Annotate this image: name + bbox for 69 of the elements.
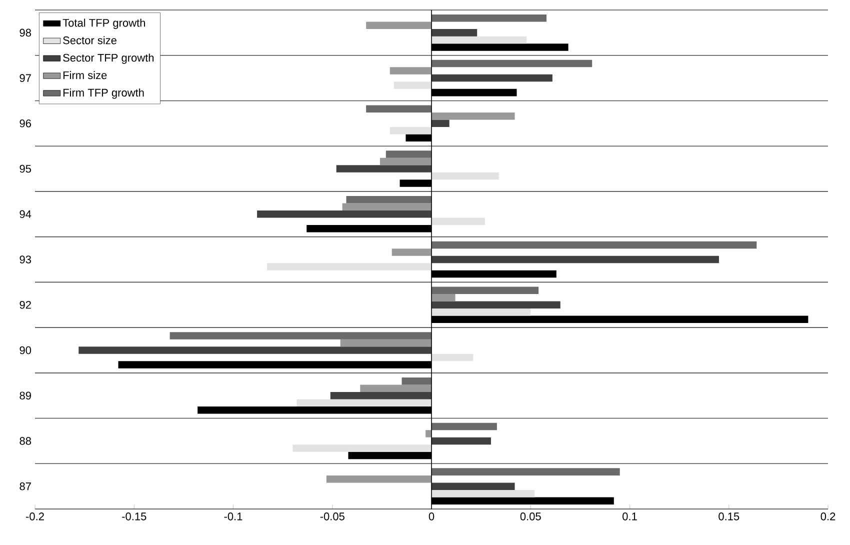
bar (432, 218, 486, 226)
bar (432, 60, 592, 68)
x-tick-label: -0.2 (26, 512, 44, 520)
bar (336, 165, 432, 172)
bar (366, 22, 432, 30)
bar (326, 475, 432, 483)
y-tick-label: 87 (20, 482, 31, 490)
bar (432, 301, 560, 308)
bar (432, 422, 497, 430)
bar (432, 74, 552, 82)
bar (432, 490, 535, 498)
legend-label: Total TFP growth (62, 18, 145, 29)
bar (266, 263, 432, 270)
bar (402, 377, 432, 385)
bar (392, 248, 432, 256)
bar (432, 437, 491, 445)
bar (342, 203, 432, 211)
x-tick-label: 0.15 (718, 512, 740, 520)
legend-label: Sector size (63, 36, 116, 44)
bar (432, 29, 478, 36)
y-tick-label: 92 (20, 300, 31, 309)
bar (432, 36, 527, 44)
bar (380, 158, 432, 166)
y-tick-label: 90 (20, 346, 32, 354)
bar (390, 127, 432, 134)
legend-label: Sector TFP growth (63, 54, 154, 64)
bar (386, 150, 432, 158)
bar (366, 105, 432, 113)
bar (432, 468, 620, 476)
x-tick-label: -0.05 (320, 512, 344, 520)
legend-label: Firm size (63, 71, 107, 80)
bar (432, 172, 499, 180)
x-tick-label: 0.1 (622, 512, 637, 520)
bar (432, 308, 531, 316)
x-tick-label: 0.2 (820, 512, 836, 520)
bar (78, 346, 432, 354)
bar (394, 82, 432, 89)
bar (432, 241, 757, 249)
bar (432, 256, 719, 264)
bar (432, 482, 515, 490)
bar (296, 399, 432, 406)
bar (432, 112, 515, 120)
y-tick-label: 94 (20, 210, 32, 218)
x-tick-label: 0.05 (520, 512, 541, 520)
bar (292, 444, 432, 452)
bar (432, 120, 450, 128)
bar (390, 67, 432, 74)
x-tick-label: -0.15 (122, 512, 146, 520)
y-tick-label: 96 (20, 120, 32, 128)
bar (346, 196, 432, 204)
y-tick-label: 93 (20, 256, 32, 264)
y-tick-label: 95 (20, 164, 32, 173)
bar (432, 14, 546, 22)
bar (330, 392, 432, 400)
x-tick-label: -0.1 (224, 512, 242, 520)
bar (432, 286, 539, 294)
y-tick-label: 98 (20, 28, 32, 37)
bar (426, 430, 432, 438)
y-tick-label: 97 (20, 74, 31, 82)
bar (340, 339, 432, 347)
y-tick-label: 89 (20, 392, 31, 400)
bar (257, 210, 432, 218)
bar (432, 294, 456, 302)
bar (432, 354, 474, 362)
y-tick-label: 88 (20, 437, 32, 445)
x-tick-label: 0 (428, 512, 434, 520)
bar (360, 384, 432, 392)
bar (170, 332, 432, 340)
legend-label: Firm TFP growth (63, 88, 144, 99)
